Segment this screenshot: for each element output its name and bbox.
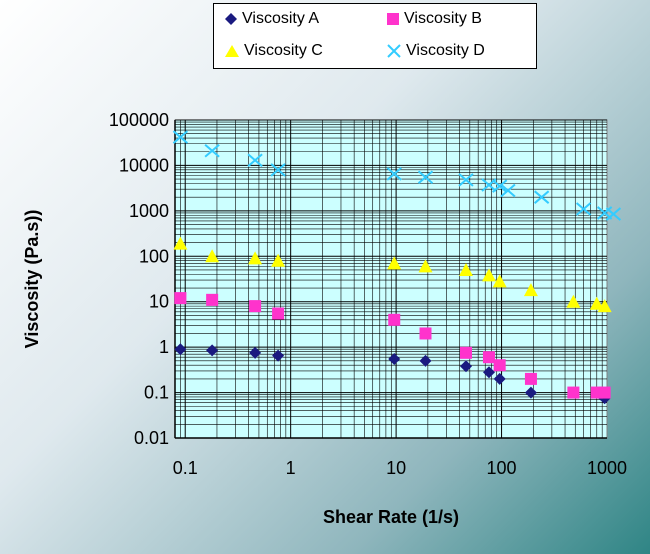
legend-label-a: Viscosity A	[242, 10, 320, 27]
diamond-point	[482, 366, 495, 379]
legend-item-d: Viscosity D	[386, 42, 485, 60]
x-tick-label: 10	[386, 458, 406, 478]
square-point	[459, 346, 472, 359]
x-point	[247, 153, 263, 168]
legend-label-d: Viscosity D	[406, 42, 485, 59]
legend-item-a: Viscosity A	[224, 10, 319, 28]
y-tick-label: 0.01	[134, 428, 169, 448]
series-viscosity-d	[172, 130, 622, 221]
square-point	[567, 386, 580, 399]
x-point	[605, 207, 622, 221]
x-marker-icon	[387, 44, 401, 58]
diamond-point	[419, 354, 432, 367]
x-point	[533, 190, 550, 204]
triangle-point	[458, 262, 473, 276]
diamond-marker-icon	[225, 13, 237, 25]
x-tick-label: 100	[487, 458, 517, 478]
y-tick-label: 100000	[109, 110, 169, 130]
legend-item-b: Viscosity B	[386, 10, 482, 28]
square-point	[493, 359, 506, 372]
x-point	[270, 163, 286, 177]
y-tick-label: 0.1	[144, 383, 169, 403]
square-point	[419, 327, 432, 340]
x-tick-label: 1	[286, 458, 296, 478]
triangle-point	[597, 299, 612, 313]
diamond-point	[388, 352, 401, 365]
triangle-point	[566, 294, 581, 308]
diamond-point	[493, 372, 506, 385]
series-viscosity-c	[173, 236, 612, 313]
y-tick-label: 10	[149, 292, 169, 312]
square-point	[524, 372, 537, 385]
x-tick-label: 1000	[587, 458, 627, 478]
square-point	[272, 307, 285, 320]
series-viscosity-b	[174, 292, 611, 399]
triangle-point	[492, 274, 507, 288]
diamond-point	[272, 349, 285, 362]
y-tick-label: 10000	[119, 155, 169, 175]
triangle-point	[418, 259, 433, 273]
grid-lines	[174, 119, 607, 439]
y-tick-label: 1000	[129, 201, 169, 221]
x-axis-title: Shear Rate (1/s)	[323, 507, 459, 527]
triangle-point	[523, 283, 538, 297]
diamond-point	[249, 346, 262, 359]
square-point	[206, 293, 219, 306]
triangle-point	[248, 251, 263, 265]
y-axis-title: Viscosity (Pa.s))	[22, 210, 42, 349]
square-point	[174, 292, 187, 305]
triangle-point	[387, 256, 402, 270]
square-point	[249, 300, 262, 313]
diamond-point	[459, 360, 472, 373]
y-tick-label: 1	[159, 337, 169, 357]
x-point	[386, 167, 402, 181]
square-point	[388, 313, 401, 326]
x-tick-label: 0.1	[173, 458, 198, 478]
legend-label-b: Viscosity B	[404, 10, 482, 27]
square-point	[482, 351, 495, 364]
x-point	[172, 130, 189, 144]
square-marker-icon	[387, 13, 399, 25]
diamond-point	[524, 386, 537, 399]
legend-item-c: Viscosity C	[224, 42, 323, 60]
data-marks	[172, 130, 622, 405]
x-point	[204, 144, 220, 158]
diamond-point	[206, 344, 219, 357]
chart-legend: Viscosity A Viscosity B Viscosity C Visc…	[213, 3, 537, 69]
y-tick-label: 100	[139, 246, 169, 266]
x-point	[417, 170, 434, 184]
triangle-point	[481, 268, 496, 282]
triangle-point	[589, 296, 604, 310]
triangle-point	[173, 236, 188, 250]
diamond-point	[174, 343, 187, 356]
x-point	[458, 173, 474, 187]
legend-label-c: Viscosity C	[244, 42, 323, 59]
triangle-point	[271, 253, 286, 267]
x-point	[575, 202, 592, 216]
triangle-point	[205, 249, 220, 263]
x-point	[500, 183, 516, 198]
square-point	[598, 386, 611, 399]
triangle-marker-icon	[225, 45, 239, 57]
x-point	[492, 179, 508, 193]
